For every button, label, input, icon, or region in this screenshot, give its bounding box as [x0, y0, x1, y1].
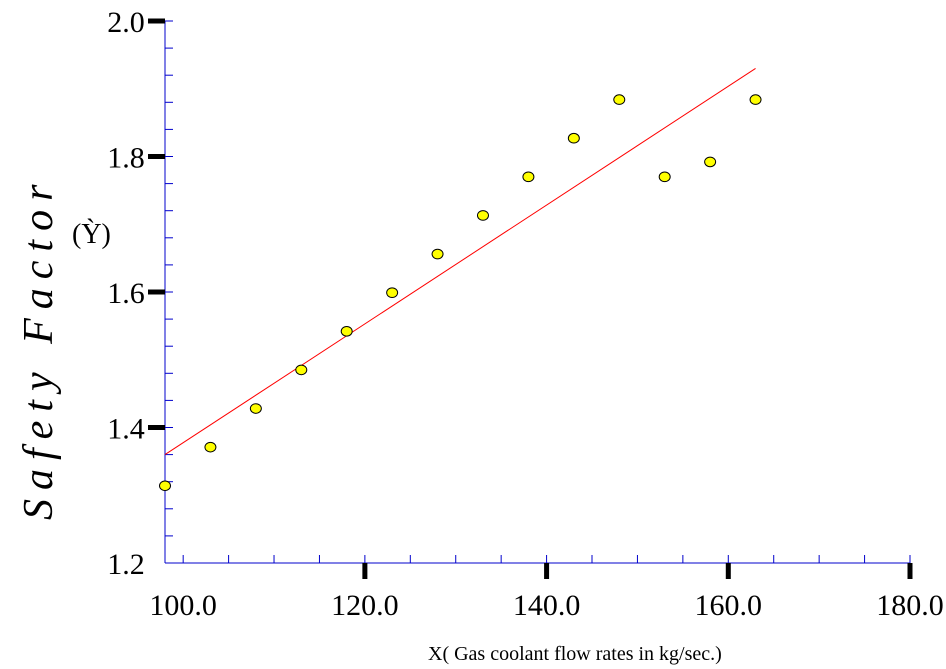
y-tick-label: 2.0 [107, 6, 145, 39]
x-tick-label: 100.0 [149, 589, 217, 622]
data-point [295, 364, 308, 376]
y-major-tick [148, 289, 165, 295]
x-tick-label: 120.0 [331, 589, 399, 622]
tick-labels: 1.2 1.4 1.6 1.8 2.0 100.0 120.0 140.0 160.0 180.0 [107, 6, 944, 622]
data-points [159, 94, 762, 492]
data-point [431, 248, 444, 260]
data-point [476, 210, 489, 221]
y-tick-label: 1.8 [107, 142, 145, 175]
y-major-tick [148, 18, 165, 24]
data-point [522, 171, 535, 183]
y-major-tick [148, 425, 165, 430]
data-point [159, 480, 171, 492]
y-axis-title: Safety Factor [16, 176, 62, 520]
x-major-tick [725, 563, 731, 579]
x-major-tick [907, 563, 913, 579]
data-point [249, 403, 262, 414]
x-tick-label: 160.0 [695, 589, 763, 622]
x-tick-label: 180.0 [876, 589, 944, 622]
data-point [749, 94, 762, 105]
ticks [148, 18, 913, 579]
x-axis-title: X( Gas coolant flow rates in kg/sec.) [428, 643, 722, 665]
fit-line-group [164, 68, 756, 456]
fit-line [164, 68, 756, 456]
data-point [658, 171, 671, 183]
data-point [340, 325, 353, 337]
axes [164, 21, 910, 564]
x-major-tick [362, 563, 368, 579]
data-point [386, 287, 399, 298]
y-tick-label: 1.6 [107, 277, 145, 310]
x-major-tick [544, 563, 550, 579]
y-major-tick [148, 154, 165, 159]
y-tick-label: 1.4 [107, 413, 145, 446]
x-tick-label: 140.0 [513, 589, 581, 622]
data-point [567, 132, 580, 144]
data-point [204, 441, 217, 453]
y-tick-label: 1.2 [107, 548, 145, 581]
y-axis-subtitle: (Ỳ) [72, 219, 111, 250]
data-point [613, 94, 626, 105]
data-point [704, 156, 717, 168]
